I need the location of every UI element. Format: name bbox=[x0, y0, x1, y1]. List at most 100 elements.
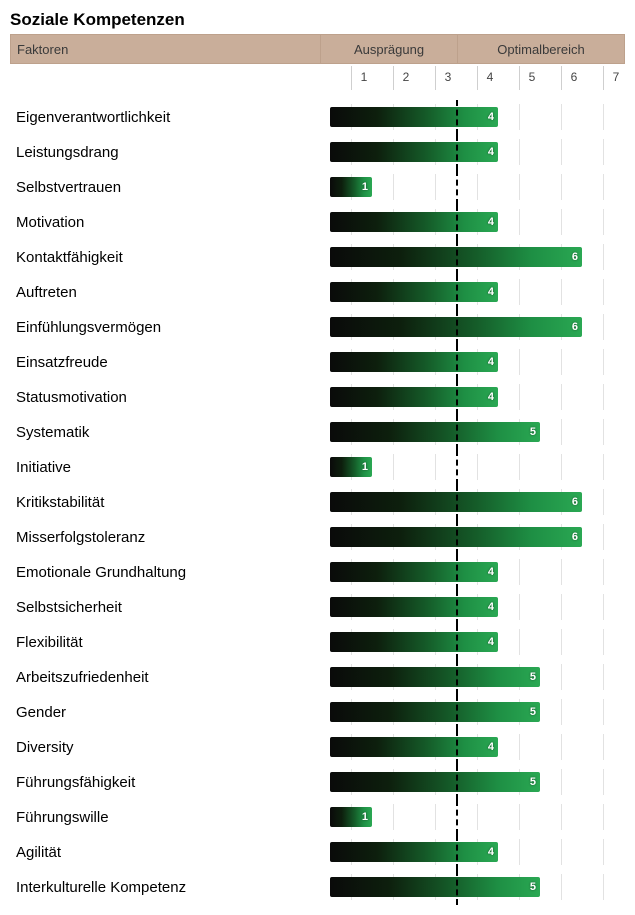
row-label: Gender bbox=[10, 704, 320, 721]
gridline bbox=[561, 699, 562, 725]
optimal-divider bbox=[456, 765, 458, 800]
row-label: Führungsfähigkeit bbox=[10, 774, 320, 791]
row-label: Flexibilität bbox=[10, 634, 320, 651]
bar-value-label: 5 bbox=[530, 426, 536, 438]
gridline bbox=[561, 454, 562, 480]
gridline bbox=[561, 769, 562, 795]
value-bar: 4 bbox=[330, 597, 498, 617]
data-row: Leistungsdrang4 bbox=[10, 135, 625, 170]
bar-value-label: 6 bbox=[572, 496, 578, 508]
optimal-divider bbox=[456, 485, 458, 520]
value-bar: 4 bbox=[330, 282, 498, 302]
optimal-divider bbox=[456, 310, 458, 345]
bar-value-label: 1 bbox=[362, 461, 368, 473]
row-label: Selbstsicherheit bbox=[10, 599, 320, 616]
gridline bbox=[561, 209, 562, 235]
gridline bbox=[519, 804, 520, 830]
bar-cell: 4 bbox=[320, 590, 625, 625]
bar-value-label: 4 bbox=[488, 741, 494, 753]
gridline bbox=[561, 384, 562, 410]
row-label: Selbstvertrauen bbox=[10, 179, 320, 196]
optimal-divider bbox=[456, 695, 458, 730]
value-bar: 5 bbox=[330, 422, 540, 442]
optimal-divider bbox=[456, 450, 458, 485]
scale-tick-label: 6 bbox=[571, 70, 578, 84]
gridline bbox=[603, 594, 604, 620]
bar-cell: 4 bbox=[320, 345, 625, 380]
bar-value-label: 4 bbox=[488, 391, 494, 403]
bar-cell: 6 bbox=[320, 485, 625, 520]
bar-value-label: 4 bbox=[488, 146, 494, 158]
gridline bbox=[603, 139, 604, 165]
gridline bbox=[561, 559, 562, 585]
value-bar: 1 bbox=[330, 177, 372, 197]
value-bar: 4 bbox=[330, 562, 498, 582]
value-bar: 4 bbox=[330, 737, 498, 757]
gridline bbox=[603, 244, 604, 270]
scale-tick bbox=[519, 66, 520, 90]
optimal-divider bbox=[456, 380, 458, 415]
row-label: Kritikstabilität bbox=[10, 494, 320, 511]
scale-row: 1234567 bbox=[10, 64, 625, 92]
value-bar: 5 bbox=[330, 667, 540, 687]
gridline bbox=[603, 769, 604, 795]
value-bar: 4 bbox=[330, 212, 498, 232]
gridline bbox=[603, 349, 604, 375]
gridline bbox=[603, 419, 604, 445]
data-row: Statusmotivation4 bbox=[10, 380, 625, 415]
value-bar: 5 bbox=[330, 702, 540, 722]
scale-tick-label: 2 bbox=[403, 70, 410, 84]
bar-value-label: 1 bbox=[362, 811, 368, 823]
gridline bbox=[603, 629, 604, 655]
bar-value-label: 4 bbox=[488, 601, 494, 613]
gridline bbox=[519, 629, 520, 655]
scale-tick bbox=[477, 66, 478, 90]
value-bar: 5 bbox=[330, 772, 540, 792]
row-label: Arbeitszufriedenheit bbox=[10, 669, 320, 686]
data-row: Diversity4 bbox=[10, 730, 625, 765]
optimal-divider bbox=[456, 240, 458, 275]
chart-title: Soziale Kompetenzen bbox=[10, 10, 625, 30]
gridline bbox=[519, 384, 520, 410]
bar-cell: 4 bbox=[320, 625, 625, 660]
gridline bbox=[603, 454, 604, 480]
gridline bbox=[603, 209, 604, 235]
value-bar: 4 bbox=[330, 632, 498, 652]
row-label: Auftreten bbox=[10, 284, 320, 301]
gridline bbox=[561, 419, 562, 445]
bar-value-label: 5 bbox=[530, 671, 536, 683]
optimal-divider bbox=[456, 660, 458, 695]
bar-cell: 5 bbox=[320, 415, 625, 450]
gridline bbox=[603, 384, 604, 410]
value-bar: 4 bbox=[330, 107, 498, 127]
gridline bbox=[435, 174, 436, 200]
optimal-divider bbox=[456, 100, 458, 135]
data-row: Interkulturelle Kompetenz5 bbox=[10, 870, 625, 905]
data-row: Kritikstabilität 6 bbox=[10, 485, 625, 520]
bar-cell: 4 bbox=[320, 730, 625, 765]
optimal-divider bbox=[456, 730, 458, 765]
gridline bbox=[519, 279, 520, 305]
gridline bbox=[561, 174, 562, 200]
row-label: Eigenverantwortlichkeit bbox=[10, 109, 320, 126]
gridline bbox=[603, 734, 604, 760]
data-row: Kontaktfähigkeit6 bbox=[10, 240, 625, 275]
bar-cell: 4 bbox=[320, 555, 625, 590]
optimal-divider bbox=[456, 555, 458, 590]
bar-cell: 4 bbox=[320, 135, 625, 170]
bar-cell: 4 bbox=[320, 275, 625, 310]
bar-cell: 5 bbox=[320, 695, 625, 730]
bar-value-label: 4 bbox=[488, 216, 494, 228]
data-row: Einsatzfreude4 bbox=[10, 345, 625, 380]
data-row: Selbstsicherheit 4 bbox=[10, 590, 625, 625]
bar-cell: 4 bbox=[320, 380, 625, 415]
optimal-divider bbox=[456, 170, 458, 205]
gridline bbox=[603, 174, 604, 200]
scale-tick bbox=[561, 66, 562, 90]
gridline bbox=[393, 174, 394, 200]
optimal-divider bbox=[456, 800, 458, 835]
gridline bbox=[561, 839, 562, 865]
scale-tick bbox=[435, 66, 436, 90]
optimal-divider bbox=[456, 590, 458, 625]
optimal-divider bbox=[456, 135, 458, 170]
